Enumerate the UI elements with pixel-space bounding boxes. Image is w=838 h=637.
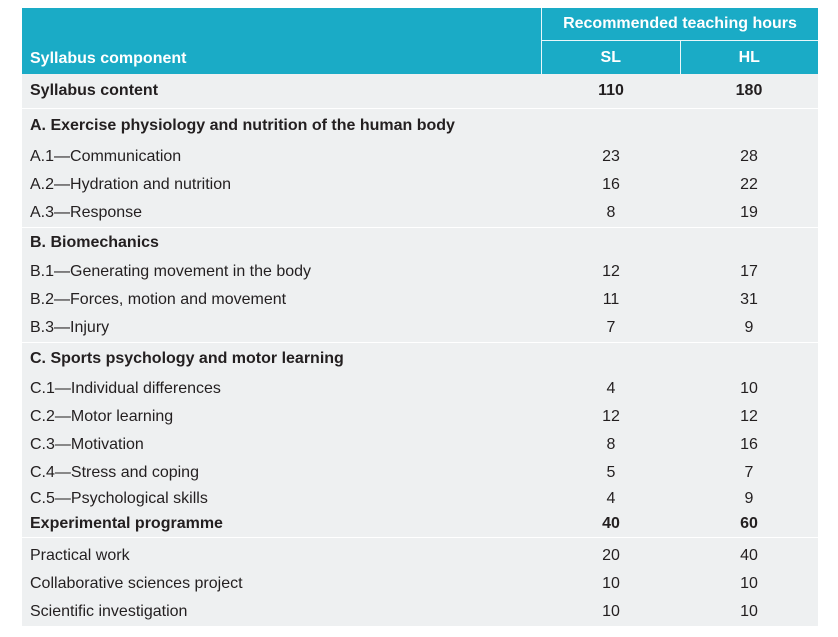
syllabus-component-header: Syllabus component [22, 8, 542, 74]
section-c: C. Sports psychology and motor learning … [22, 342, 818, 511]
table-row: C.1—Individual differences 4 10 [22, 375, 818, 403]
table-row: A.2—Hydration and nutrition 16 22 [22, 171, 818, 199]
sl-value: 11 [602, 291, 620, 308]
hl-value: 16 [740, 436, 758, 453]
level-headers: SL HL [542, 41, 818, 74]
syllabus-content-row: Syllabus content 110 180 [22, 74, 818, 108]
table-row: C.2—Motor learning 12 12 [22, 403, 818, 431]
hl-value: 9 [744, 490, 754, 507]
row-label: C.1—Individual differences [30, 380, 221, 397]
hl-value: 31 [740, 291, 758, 308]
sl-value: 4 [606, 490, 616, 507]
experimental-items: Practical work 20 40 Collaborative scien… [22, 537, 818, 626]
hl-value: 180 [735, 82, 763, 99]
sl-value: 16 [602, 176, 620, 193]
table-row: C.3—Motivation 8 16 [22, 431, 818, 459]
hours-header-group: Recommended teaching hours SL HL [542, 8, 818, 74]
row-label: B.1—Generating movement in the body [30, 263, 312, 280]
sl-value: 110 [598, 82, 624, 99]
hl-value: 10 [740, 603, 758, 620]
hl-header: HL [679, 41, 819, 74]
sl-value: 40 [602, 515, 620, 532]
sl-value: 4 [606, 380, 616, 397]
table-row: A.1—Communication 23 28 [22, 143, 818, 171]
table-row: A.3—Response 8 19 [22, 199, 818, 227]
hl-value: 7 [744, 464, 754, 481]
table-row: C.4—Stress and coping 5 7 [22, 459, 818, 487]
table-header: Syllabus component Recommended teaching … [22, 8, 818, 74]
section-title-row: B. Biomechanics [22, 228, 818, 258]
experimental-programme-row: Experimental programme 40 60 [22, 511, 818, 537]
sl-value: 5 [606, 464, 616, 481]
hl-value: 28 [740, 148, 758, 165]
row-label: B.2—Forces, motion and movement [30, 291, 287, 308]
sl-value: 8 [606, 436, 616, 453]
sl-header: SL [600, 48, 621, 66]
sl-value: 23 [602, 148, 620, 165]
row-label: C.4—Stress and coping [30, 464, 199, 481]
row-label: Experimental programme [30, 515, 223, 532]
section-title-row: C. Sports psychology and motor learning [22, 343, 818, 375]
hl-value: 10 [740, 380, 758, 397]
hl-value: 12 [740, 408, 758, 425]
hl-value: 19 [740, 204, 758, 221]
hl-value: 17 [740, 263, 758, 280]
table-row: B.2—Forces, motion and movement 11 31 [22, 286, 818, 314]
sl-value: 7 [606, 319, 616, 336]
table-row: Scientific investigation 10 10 [22, 598, 818, 626]
row-label: C.5—Psychological skills [30, 490, 208, 507]
row-label: Collaborative sciences project [30, 575, 243, 592]
hl-value: 9 [744, 319, 754, 336]
table-row: B.1—Generating movement in the body 12 1… [22, 258, 818, 286]
row-label: A.2—Hydration and nutrition [30, 176, 231, 193]
hl-value: 10 [740, 575, 758, 592]
sl-value: 8 [606, 204, 616, 221]
sl-value: 10 [602, 575, 620, 592]
hl-value: 60 [740, 515, 758, 532]
sl-value: 12 [602, 408, 620, 425]
section-title: A. Exercise physiology and nutrition of … [30, 117, 455, 134]
table-row: Collaborative sciences project 10 10 [22, 570, 818, 598]
section-title-row: A. Exercise physiology and nutrition of … [22, 109, 818, 143]
section-b: B. Biomechanics B.1—Generating movement … [22, 227, 818, 342]
section-title: C. Sports psychology and motor learning [30, 350, 344, 367]
hl-value: 40 [740, 547, 758, 564]
recommended-hours-header: Recommended teaching hours [542, 8, 818, 41]
row-label: A.3—Response [30, 204, 143, 221]
row-label: C.2—Motor learning [30, 408, 174, 425]
row-label: C.3—Motivation [30, 436, 144, 453]
sl-value: 20 [602, 547, 620, 564]
hl-value: 22 [740, 176, 758, 193]
row-label: B.3—Injury [30, 319, 110, 336]
row-label: Syllabus content [30, 82, 159, 99]
row-label: Practical work [30, 547, 130, 564]
sl-value: 10 [602, 603, 620, 620]
table-row: Practical work 20 40 [22, 542, 818, 570]
section-title: B. Biomechanics [30, 234, 159, 251]
table-row: B.3—Injury 7 9 [22, 314, 818, 342]
row-label: A.1—Communication [30, 148, 182, 165]
table-row: C.5—Psychological skills 4 9 [22, 487, 818, 511]
section-a: A. Exercise physiology and nutrition of … [22, 108, 818, 227]
table-grid: Syllabus component Recommended teaching … [22, 8, 818, 626]
sl-value: 12 [602, 263, 620, 280]
row-label: Scientific investigation [30, 603, 188, 620]
